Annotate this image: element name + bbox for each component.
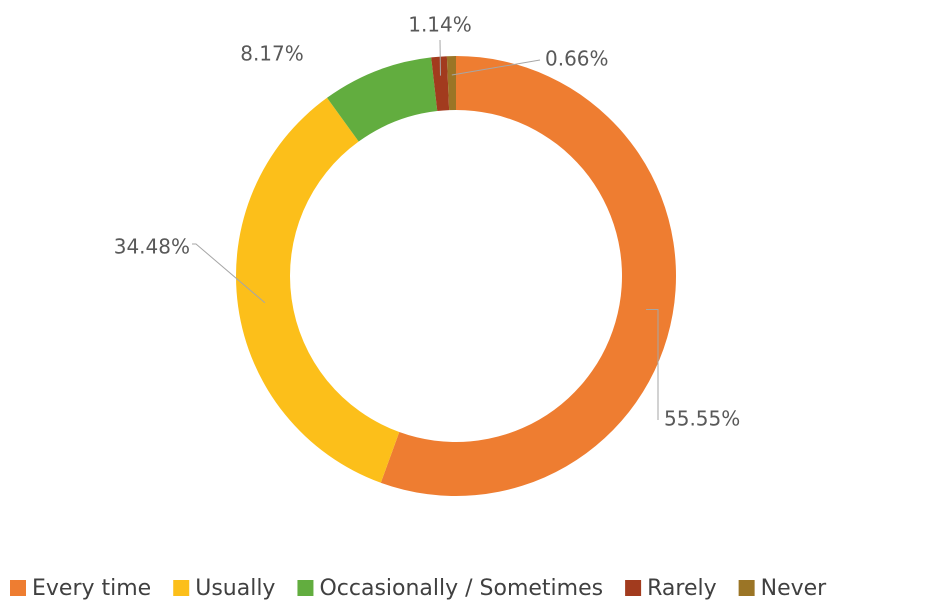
leader-line [646,308,659,420]
leader-line [192,243,266,304]
data-label: 0.66% [545,47,609,71]
data-label: 8.17% [240,42,304,66]
legend-label: Usually [195,576,275,601]
donut-slice [236,97,400,483]
leader-line [451,59,541,76]
legend-label: Rarely [647,576,717,601]
legend-swatch [738,580,755,596]
legend-swatch [625,580,642,596]
data-label: 34.48% [114,235,190,259]
legend-label: Every time [32,576,151,601]
donut-slice [380,56,676,496]
data-label: 1.14% [408,13,472,37]
donut-slice [431,56,450,112]
data-label: 55.55% [664,407,740,431]
legend-swatch [173,580,190,596]
legend-label: Occasionally / Sometimes [319,576,603,601]
donut-slice [327,57,438,142]
donut-slice [446,56,456,111]
legend-swatch [297,580,314,596]
legend-label: Never [761,576,828,601]
legend-swatch [10,580,26,596]
